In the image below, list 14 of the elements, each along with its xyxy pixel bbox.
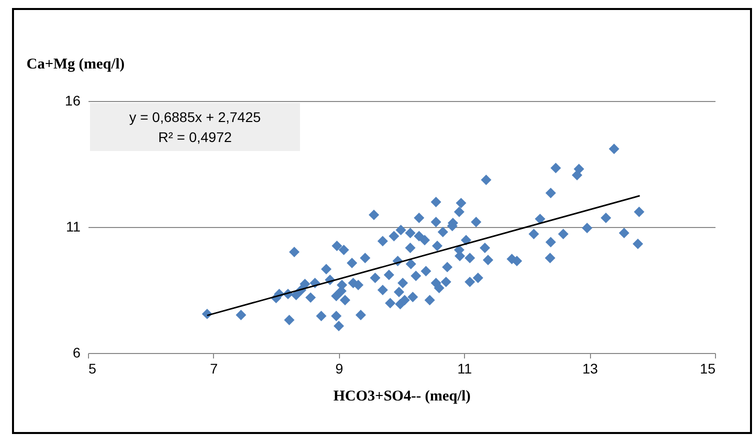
y-axis-title: Ca+Mg (meq/l) [26, 56, 125, 72]
y-tick-label: 11 [66, 218, 81, 234]
x-tick-label: 13 [582, 360, 598, 376]
y-tick-label: 6 [72, 344, 81, 360]
x-tick-label: 5 [88, 360, 96, 376]
x-tick-label: 15 [700, 360, 716, 376]
annotation: y = 0,6885x + 2,7425 [128, 108, 262, 127]
annotation: R² = 0,4972 [157, 128, 233, 147]
x-tick-label: 9 [335, 360, 344, 376]
y-tick-label: 16 [64, 92, 81, 108]
label-box: y = 0,6885x + 2,7425 R² = 0,4972 [90, 103, 300, 151]
x-tick-label: 7 [210, 360, 218, 376]
x-tick-label: 11 [457, 360, 472, 376]
x-axis-title: HCO3+SO4-- (meq/l) [333, 388, 471, 404]
